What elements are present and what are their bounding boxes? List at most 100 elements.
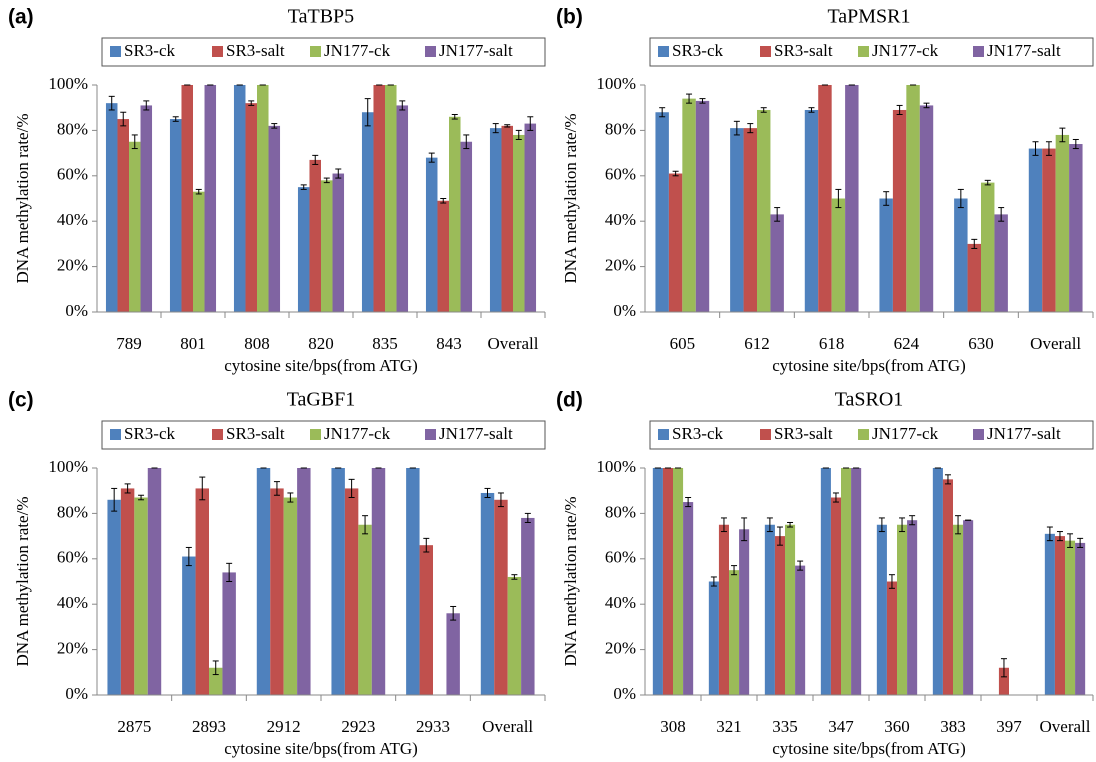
error-bar <box>300 184 307 190</box>
y-tick-label: 80% <box>57 119 88 138</box>
error-bar <box>451 114 458 120</box>
x-tick-label: 801 <box>180 334 206 353</box>
bar <box>967 243 981 312</box>
bar <box>841 468 852 695</box>
bar <box>743 128 757 312</box>
bar <box>876 524 887 695</box>
x-tick-label: 360 <box>884 717 910 736</box>
x-tick-label: 835 <box>372 334 398 353</box>
bar <box>256 468 271 695</box>
bar <box>268 125 281 312</box>
error-bar <box>731 565 738 576</box>
bar <box>907 520 918 695</box>
bar <box>730 128 744 312</box>
y-tick-label: 40% <box>605 593 636 612</box>
x-tick-label: 808 <box>244 334 270 353</box>
bar <box>795 565 806 695</box>
bar <box>371 468 386 695</box>
bar <box>932 468 943 695</box>
error-bar <box>172 116 179 122</box>
error-bar <box>1046 526 1053 542</box>
error-bar <box>766 517 773 533</box>
error-bar <box>199 476 206 501</box>
bar <box>831 198 846 312</box>
bar <box>332 173 345 312</box>
bar <box>437 200 449 312</box>
legend-swatch <box>212 429 223 440</box>
x-tick-label: Overall <box>488 334 539 353</box>
legend-swatch <box>973 429 984 440</box>
legend-label: SR3-ck <box>672 424 724 443</box>
bar <box>331 468 345 695</box>
legend-swatch <box>310 46 321 57</box>
bar <box>830 497 841 695</box>
legend-swatch <box>310 429 321 440</box>
legend-swatch <box>658 429 669 440</box>
y-tick-label: 20% <box>57 639 88 658</box>
y-tick-label: 0% <box>613 684 636 703</box>
bar <box>652 468 663 695</box>
bar <box>501 125 513 312</box>
error-bar <box>212 660 219 676</box>
bar <box>892 109 907 312</box>
x-tick-label: 397 <box>996 717 1022 736</box>
error-bar <box>909 515 916 526</box>
error-bar <box>504 124 511 128</box>
error-bar <box>108 95 115 111</box>
error-bar <box>143 100 150 111</box>
error-bar <box>527 116 534 131</box>
error-bar <box>808 107 815 113</box>
bar <box>134 497 148 695</box>
legend-swatch <box>760 429 771 440</box>
error-bar <box>348 478 355 499</box>
x-axis-label: cytosine site/bps(from ATG) <box>772 739 966 758</box>
legend-swatch <box>110 46 121 57</box>
y-tick-label: 40% <box>57 593 88 612</box>
x-tick-label: 843 <box>436 334 462 353</box>
y-tick-label: 20% <box>605 639 636 658</box>
bar <box>181 85 193 312</box>
bar <box>209 667 223 695</box>
bar <box>1055 134 1070 312</box>
bar <box>309 159 321 312</box>
legend: SR3-ck SR3-salt JN177-ck JN177-salt <box>649 37 1094 67</box>
y-tick-label: 40% <box>57 210 88 229</box>
error-bar <box>971 238 978 249</box>
error-bar <box>185 546 192 567</box>
bar <box>297 468 311 695</box>
y-tick-label: 100% <box>48 74 88 93</box>
bar <box>1075 542 1086 695</box>
panel-label: (c) <box>8 389 34 412</box>
bar <box>682 98 696 313</box>
bar <box>107 499 121 695</box>
error-bar <box>450 605 457 621</box>
error-bar <box>1032 141 1039 156</box>
error-bar <box>335 168 342 179</box>
bar <box>981 182 995 312</box>
x-tick-label: 308 <box>660 717 686 736</box>
error-bar <box>428 152 435 163</box>
legend-swatch <box>973 46 984 57</box>
bar <box>513 134 525 312</box>
chart-title: TaSRO1 <box>835 389 904 411</box>
bar <box>169 119 182 312</box>
x-tick-label: 789 <box>116 334 142 353</box>
x-axis-label: cytosine site/bps(from ATG) <box>224 739 418 758</box>
error-bar <box>138 494 145 501</box>
bar <box>507 576 522 695</box>
panel-label: (b) <box>556 6 583 29</box>
bar <box>446 613 460 695</box>
error-bar <box>463 134 470 150</box>
error-bar <box>741 517 748 542</box>
bar <box>770 214 784 312</box>
bar <box>718 524 729 695</box>
legend: SR3-ck SR3-salt JN177-ck JN177-salt <box>649 420 1094 450</box>
error-bar <box>685 497 692 508</box>
bar <box>147 468 162 695</box>
bar <box>257 85 269 312</box>
bar <box>406 468 420 695</box>
bar <box>489 128 502 312</box>
y-tick-label: 20% <box>605 256 636 275</box>
x-tick-label: Overall <box>1040 717 1091 736</box>
